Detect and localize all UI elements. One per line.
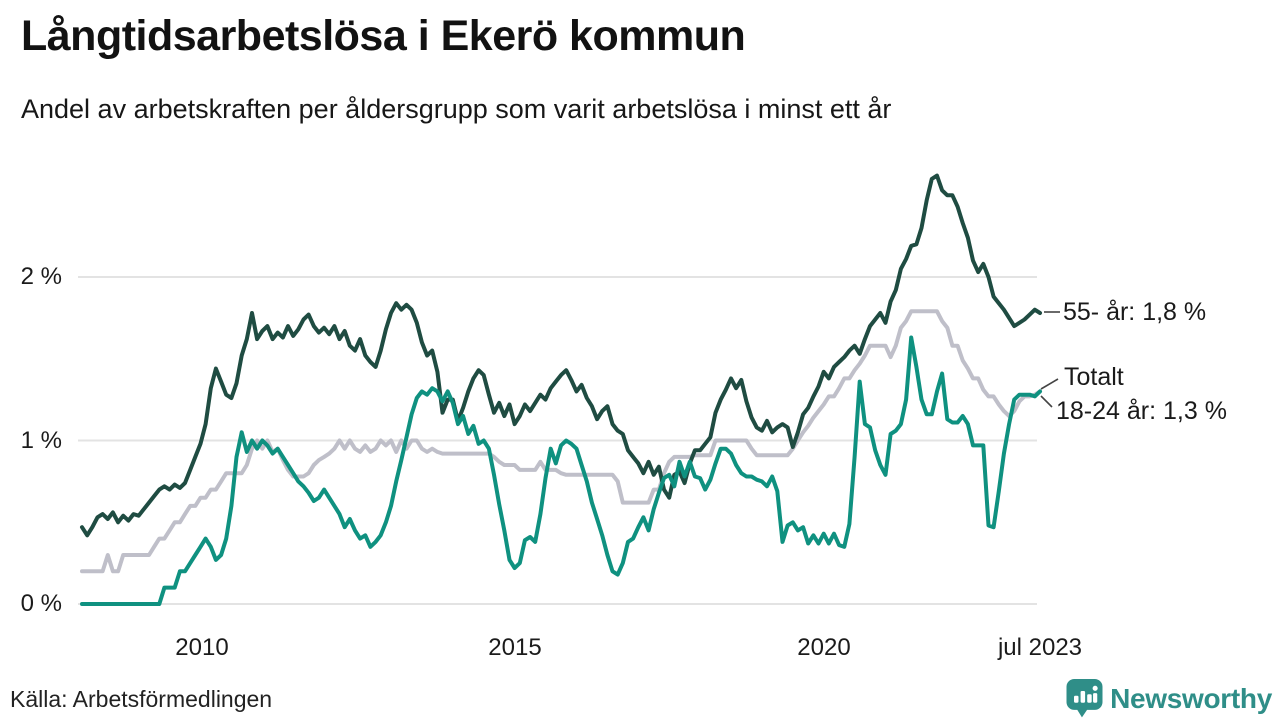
page-title: Långtidsarbetslösa i Ekerö kommun xyxy=(21,12,746,60)
series-end-label-55: 55- år: 1,8 % xyxy=(1063,298,1207,326)
connector-totalt xyxy=(1040,378,1059,390)
bar-chart-pin-icon xyxy=(1066,679,1103,718)
brand-wordmark: Newsworthy xyxy=(1110,682,1272,714)
x-tick-label-jul2023: jul 2023 xyxy=(997,634,1083,661)
y-tick-label-2pct: 2 % xyxy=(20,263,62,290)
x-tick-label-2015: 2015 xyxy=(488,634,542,661)
series-line-55-r xyxy=(80,173,1042,538)
series-line-18-24-r xyxy=(80,335,1042,606)
source-note: Källa: Arbetsförmedlingen xyxy=(10,686,273,712)
y-tick-label-0pct: 0 % xyxy=(20,590,62,617)
connector-18-24 xyxy=(1040,395,1053,408)
x-tick-label-2010: 2010 xyxy=(175,634,229,661)
series-end-label-18-24: 18-24 år: 1,3 % xyxy=(1056,397,1227,425)
series-line-totalt xyxy=(80,309,1042,574)
chart-subtitle: Andel av arbetskraften per åldersgrupp s… xyxy=(21,94,892,124)
y-tick-label-1pct: 1 % xyxy=(20,427,62,454)
newsworthy-logo[interactable]: Newsworthy xyxy=(1066,679,1272,718)
x-tick-label-2020: 2020 xyxy=(797,634,851,661)
series-end-label-totalt: Totalt xyxy=(1064,363,1124,391)
